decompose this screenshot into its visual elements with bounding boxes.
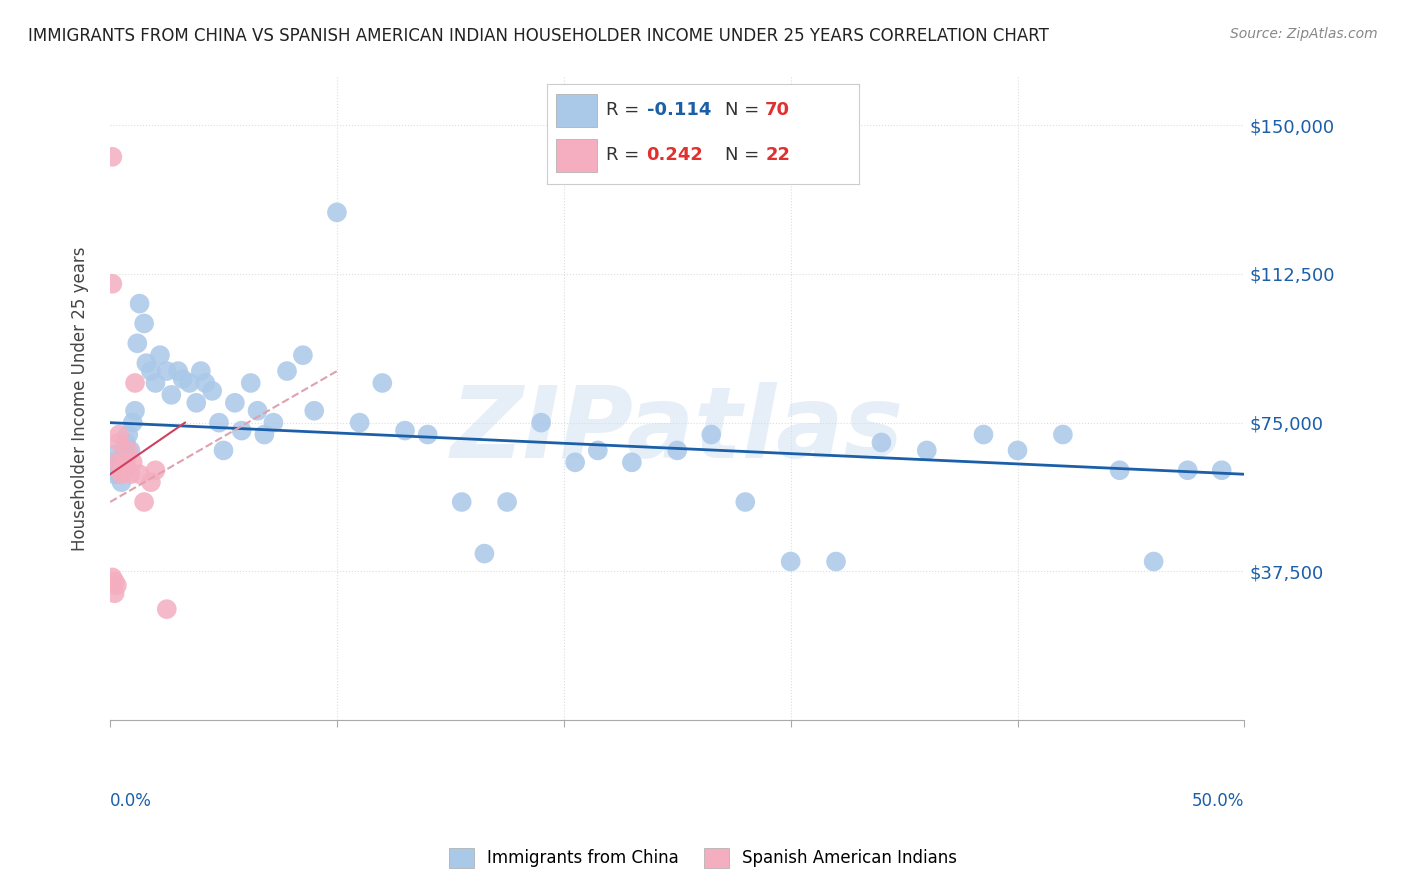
Point: [179, 376, 201, 390]
Point: [101, 570, 124, 584]
Point: [135, 356, 157, 370]
Point: [128, 467, 150, 482]
Point: [110, 455, 132, 469]
Point: [156, 364, 179, 378]
Point: [117, 443, 139, 458]
Legend: Immigrants from China, Spanish American Indians: Immigrants from China, Spanish American …: [441, 841, 965, 875]
Point: [108, 455, 131, 469]
Point: [160, 388, 183, 402]
Point: [101, 277, 124, 291]
Point: [450, 495, 472, 509]
Point: [825, 555, 848, 569]
Point: [167, 364, 190, 378]
Text: IMMIGRANTS FROM CHINA VS SPANISH AMERICAN INDIAN HOUSEHOLDER INCOME UNDER 25 YEA: IMMIGRANTS FROM CHINA VS SPANISH AMERICA…: [28, 27, 1049, 45]
Point: [121, 416, 143, 430]
Point: [208, 416, 231, 430]
Point: [145, 376, 167, 390]
Point: [496, 495, 519, 509]
Point: [870, 435, 893, 450]
Point: [145, 463, 167, 477]
Point: [253, 427, 276, 442]
Point: [262, 416, 284, 430]
Point: [349, 416, 371, 430]
Point: [915, 443, 938, 458]
Point: [246, 403, 269, 417]
Point: [1177, 463, 1199, 477]
Point: [666, 443, 689, 458]
Point: [124, 403, 146, 417]
Point: [104, 574, 127, 589]
Point: [1108, 463, 1130, 477]
Point: [201, 384, 224, 398]
Point: [124, 376, 146, 390]
Point: [108, 427, 131, 442]
Point: [117, 427, 139, 442]
Point: [112, 455, 135, 469]
Point: [132, 317, 155, 331]
Point: [139, 475, 162, 490]
Point: [194, 376, 217, 390]
Point: [186, 396, 208, 410]
Point: [231, 424, 253, 438]
Point: [212, 443, 235, 458]
Point: [1211, 463, 1233, 477]
Point: [149, 348, 172, 362]
Point: [108, 467, 131, 482]
Point: [326, 205, 349, 219]
Point: [120, 467, 142, 482]
Point: [371, 376, 394, 390]
Point: [1052, 427, 1074, 442]
Point: [394, 424, 416, 438]
Point: [291, 348, 314, 362]
Y-axis label: Householder Income Under 25 years: Householder Income Under 25 years: [72, 246, 89, 551]
Point: [101, 150, 124, 164]
Point: [239, 376, 262, 390]
Point: [304, 403, 326, 417]
Point: [108, 435, 131, 450]
Point: [112, 463, 135, 477]
Point: [110, 475, 132, 490]
Point: [104, 447, 127, 461]
Point: [104, 586, 127, 600]
Point: [115, 435, 138, 450]
Point: [128, 296, 150, 310]
Point: [276, 364, 298, 378]
Point: [120, 443, 142, 458]
Point: [110, 467, 132, 482]
Point: [105, 455, 128, 469]
Point: [105, 459, 128, 474]
Point: [112, 443, 135, 458]
Point: [105, 463, 128, 477]
Point: [139, 364, 162, 378]
Text: ZIPatlas: ZIPatlas: [451, 383, 904, 480]
Point: [115, 455, 138, 469]
Text: 50.0%: 50.0%: [1192, 792, 1244, 810]
Text: Source: ZipAtlas.com: Source: ZipAtlas.com: [1230, 27, 1378, 41]
Point: [416, 427, 439, 442]
Point: [734, 495, 756, 509]
Point: [620, 455, 643, 469]
Point: [474, 547, 496, 561]
Point: [105, 578, 128, 592]
Point: [564, 455, 586, 469]
Point: [779, 555, 801, 569]
Point: [530, 416, 553, 430]
Point: [132, 495, 155, 509]
Point: [973, 427, 995, 442]
Point: [101, 463, 124, 477]
Point: [104, 467, 127, 482]
Point: [586, 443, 609, 458]
Point: [172, 372, 194, 386]
Point: [224, 396, 246, 410]
Point: [190, 364, 212, 378]
Point: [101, 455, 124, 469]
Point: [121, 455, 143, 469]
Point: [156, 602, 179, 616]
Point: [127, 336, 149, 351]
Point: [110, 463, 132, 477]
Point: [1007, 443, 1029, 458]
Text: 0.0%: 0.0%: [110, 792, 152, 810]
Point: [1143, 555, 1166, 569]
Point: [700, 427, 723, 442]
